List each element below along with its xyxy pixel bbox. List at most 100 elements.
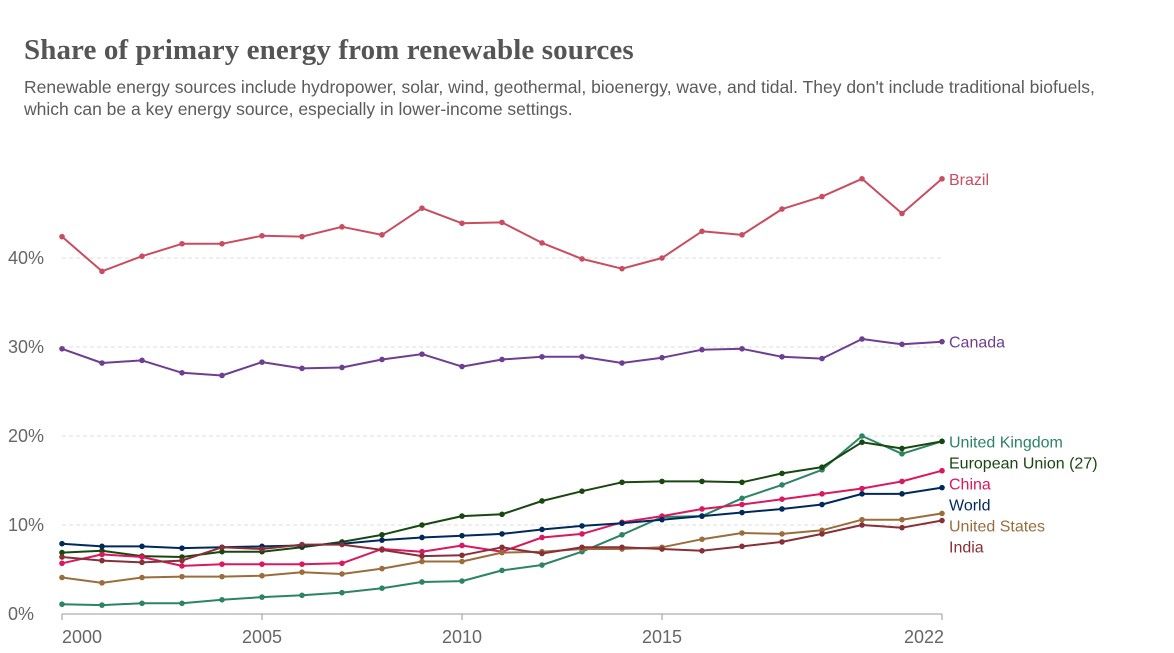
data-point (99, 268, 105, 275)
data-point (219, 596, 225, 603)
data-point (779, 506, 785, 512)
y-tick-label: 0% (8, 604, 34, 624)
data-point (219, 573, 225, 580)
series-line (61, 440, 943, 558)
data-point (819, 193, 825, 200)
series-label: Brazil (949, 172, 989, 189)
series-lines (61, 177, 943, 607)
data-point (459, 578, 465, 584)
data-point (859, 491, 865, 497)
data-point (179, 600, 185, 607)
data-point (419, 579, 425, 585)
data-point (499, 511, 505, 518)
data-point (179, 573, 185, 580)
data-point (419, 558, 425, 565)
data-point (859, 485, 865, 492)
data-point (459, 513, 465, 519)
data-point (659, 478, 665, 485)
data-point (579, 353, 585, 360)
data-point (459, 558, 465, 565)
data-point (779, 531, 785, 537)
data-point (899, 341, 905, 348)
data-point (59, 540, 65, 547)
data-point (899, 445, 905, 452)
data-point (819, 355, 825, 362)
data-point (139, 559, 145, 566)
data-point (579, 256, 585, 262)
data-point (259, 359, 265, 365)
data-point (419, 351, 425, 357)
data-point (899, 524, 905, 531)
data-point (939, 467, 945, 474)
data-point (539, 353, 545, 360)
series-label: United Kingdom (949, 434, 1063, 451)
data-point (59, 574, 65, 581)
data-point (139, 543, 145, 550)
data-point (99, 543, 105, 550)
series-label: United States (949, 518, 1045, 535)
data-point (339, 560, 345, 567)
data-point (379, 531, 385, 538)
x-tick-label: 2000 (62, 627, 102, 647)
data-point (699, 478, 705, 485)
series-label: Canada (949, 335, 1005, 352)
data-point (259, 232, 265, 239)
data-point (699, 536, 705, 543)
data-point (619, 479, 625, 486)
data-point (259, 594, 265, 600)
data-point (699, 506, 705, 512)
data-point (779, 353, 785, 360)
series-label: European Union (27) (949, 455, 1098, 472)
data-point (939, 510, 945, 517)
data-point (739, 345, 745, 352)
x-axis (61, 613, 943, 620)
series-label: World (949, 497, 991, 514)
data-point (299, 592, 305, 599)
y-tick-label: 20% (8, 426, 44, 446)
data-point (739, 501, 745, 508)
data-point (659, 516, 665, 523)
data-point (539, 550, 545, 557)
data-point (499, 549, 505, 556)
data-point (859, 175, 865, 182)
data-point (179, 557, 185, 564)
data-point (779, 470, 785, 477)
data-point (59, 549, 65, 556)
data-point (939, 175, 945, 182)
data-point (139, 253, 145, 260)
data-point (699, 513, 705, 519)
data-point (179, 545, 185, 551)
data-point (179, 240, 185, 247)
data-point (539, 526, 545, 533)
data-point (419, 534, 425, 541)
data-point (179, 563, 185, 569)
data-point (739, 530, 745, 536)
data-point (779, 539, 785, 545)
data-point (299, 365, 305, 372)
data-point (539, 240, 545, 246)
data-point (339, 364, 345, 371)
series-labels: Brazil Canada United Kingdom European Union… (949, 172, 1098, 557)
y-tick-label: 10% (8, 515, 44, 535)
data-point (339, 571, 345, 577)
data-point (379, 356, 385, 363)
data-point (299, 569, 305, 575)
data-point (339, 589, 345, 596)
data-point (579, 544, 585, 551)
data-point (579, 523, 585, 529)
data-point (739, 509, 745, 516)
data-point (739, 479, 745, 486)
data-point (539, 562, 545, 568)
data-point (299, 561, 305, 567)
chart-subtitle: Renewable energy sources include hydropo… (24, 77, 1095, 119)
data-point (99, 602, 105, 608)
data-point (899, 478, 905, 485)
data-point (379, 585, 385, 591)
x-tick-label: 2015 (642, 627, 682, 647)
data-point (739, 232, 745, 238)
data-point (379, 232, 385, 238)
data-point (99, 580, 105, 586)
data-point (819, 464, 825, 470)
x-tick-label: 2005 (242, 627, 282, 647)
